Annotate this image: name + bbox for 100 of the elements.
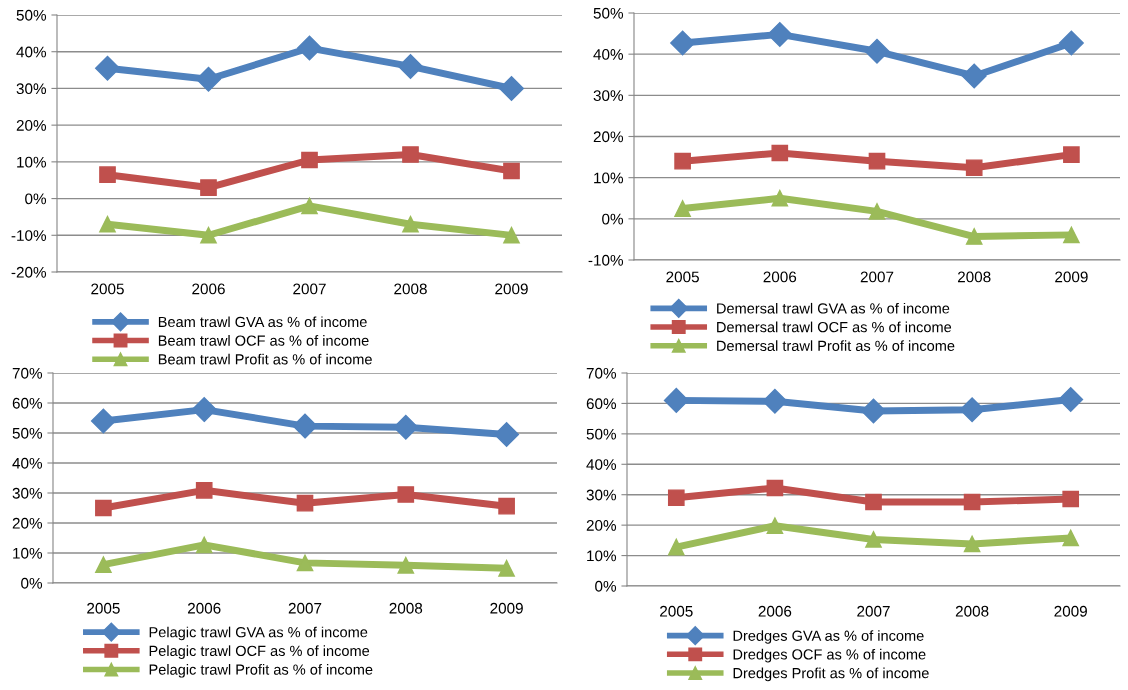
y-tick-label: 70%	[586, 367, 617, 379]
point	[95, 499, 112, 517]
point	[301, 197, 318, 215]
point	[402, 146, 419, 163]
point	[762, 388, 788, 414]
y-tick-label: 30%	[593, 90, 624, 102]
y-tick-label: 0%	[25, 193, 47, 205]
x-tick-label: 2007	[860, 271, 894, 283]
point	[191, 397, 217, 423]
y-tick-label: 20%	[586, 520, 617, 531]
point	[1058, 30, 1084, 56]
y-tick-label: 50%	[586, 428, 617, 440]
x-tick-label: 2009	[490, 602, 523, 614]
point	[503, 226, 520, 244]
x-tick-label: 2009	[1055, 271, 1088, 283]
x-tick-label: 2007	[857, 605, 890, 617]
point	[663, 387, 689, 413]
point	[868, 152, 886, 170]
point	[503, 162, 520, 180]
point	[200, 226, 217, 244]
x-tick-label: 2008	[389, 602, 423, 614]
point	[959, 397, 985, 423]
point	[499, 75, 524, 101]
y-tick-label: -10%	[588, 254, 624, 266]
y-tick-label: 30%	[586, 489, 617, 501]
y-tick-label: 20%	[593, 131, 624, 143]
point	[674, 152, 691, 170]
legend-label: Demersal trawl GVA as % of income	[717, 302, 950, 314]
point	[861, 398, 886, 424]
point	[963, 535, 981, 553]
y-tick-label: 10%	[17, 156, 47, 168]
y-tick-label: 50%	[16, 9, 47, 21]
x-tick-label: 2008	[955, 605, 989, 617]
y-tick-label: 40%	[12, 457, 43, 469]
point	[296, 494, 314, 512]
point	[667, 489, 685, 507]
point	[301, 151, 318, 169]
x-tick-label: 2006	[187, 602, 221, 614]
y-tick-label: 70%	[12, 367, 43, 379]
y-tick-label: 30%	[16, 83, 47, 95]
point	[397, 556, 415, 574]
point	[296, 554, 314, 572]
legend-label: Pelagic trawl OCF as % of income	[149, 645, 370, 659]
legend-label: Dredges Profit as % of income	[733, 667, 929, 682]
y-tick-label: 60%	[12, 397, 43, 409]
point	[397, 486, 415, 503]
point	[99, 166, 116, 184]
point	[771, 189, 789, 207]
point	[868, 203, 886, 220]
legend-label: Dredges GVA as % of income	[733, 630, 924, 644]
point	[196, 66, 221, 92]
legend-label: Beam trawl OCF as % of income	[158, 335, 369, 346]
point	[667, 538, 685, 556]
x-tick-label: 2006	[192, 283, 225, 295]
y-tick-label: 50%	[593, 7, 624, 19]
y-tick-label: -10%	[11, 230, 47, 241]
point	[1062, 529, 1080, 547]
y-tick-label: 30%	[12, 487, 43, 499]
point	[297, 35, 322, 61]
y-tick-label: -20%	[11, 266, 47, 278]
legend-label: Pelagic trawl GVA as % of income	[149, 626, 368, 641]
x-tick-label: 2008	[394, 283, 427, 295]
x-tick-label: 2005	[87, 602, 120, 614]
point	[494, 422, 520, 447]
point	[90, 408, 116, 434]
point	[95, 556, 112, 574]
point	[393, 414, 419, 440]
point	[864, 38, 890, 64]
point	[961, 63, 987, 89]
x-tick-label: 2005	[666, 271, 699, 283]
y-tick-label: 60%	[586, 398, 617, 410]
x-tick-label: 2005	[91, 283, 124, 295]
legend-label: Demersal trawl Profit as % of income	[717, 340, 955, 351]
point	[292, 413, 318, 439]
y-tick-label: 10%	[587, 550, 617, 562]
legend-label: Demersal trawl OCF as % of income	[717, 321, 952, 333]
point	[670, 30, 696, 56]
point	[766, 479, 784, 497]
point	[95, 55, 120, 81]
point	[1063, 146, 1080, 163]
y-tick-label: 40%	[16, 46, 47, 58]
point	[195, 536, 213, 554]
y-tick-label: 10%	[13, 547, 43, 559]
point	[402, 215, 419, 233]
point	[498, 497, 515, 515]
y-tick-label: 20%	[16, 120, 47, 131]
point	[498, 559, 515, 577]
point	[766, 517, 784, 535]
point	[865, 493, 882, 511]
y-tick-label: 40%	[593, 49, 624, 60]
point	[99, 215, 116, 233]
x-tick-label: 2007	[293, 283, 326, 295]
point	[200, 179, 217, 196]
point	[398, 53, 423, 79]
x-tick-label: 2006	[763, 271, 797, 283]
point	[963, 493, 981, 511]
x-tick-label: 2009	[1054, 605, 1087, 617]
x-tick-label: 2006	[758, 605, 792, 617]
legend-label: Dredges OCF as % of income	[733, 648, 926, 663]
x-tick-label: 2005	[660, 605, 693, 617]
